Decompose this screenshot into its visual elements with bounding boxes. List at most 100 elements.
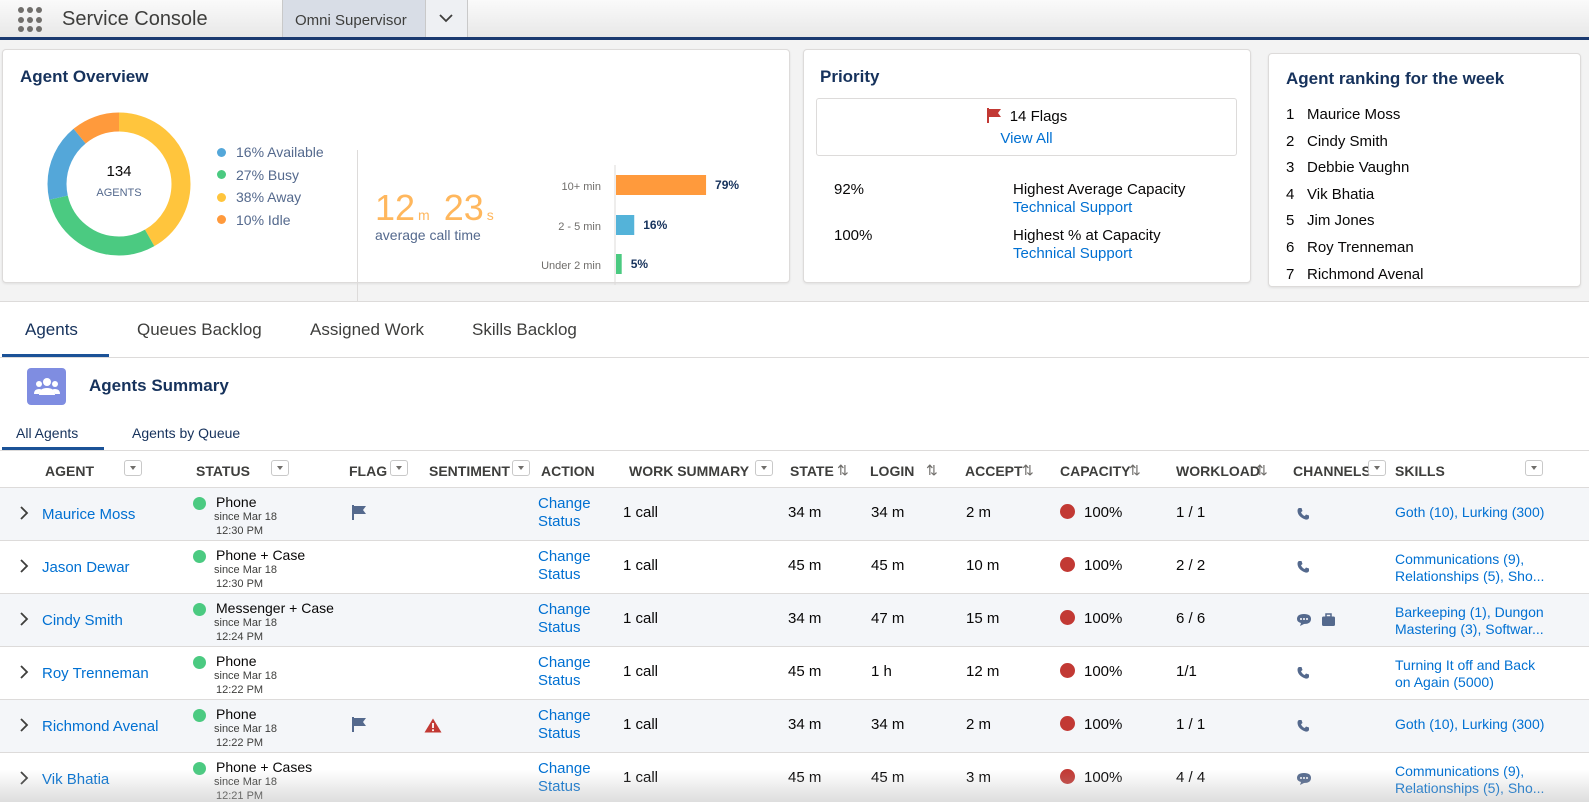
priority-queue-link[interactable]: Technical Support <box>1013 245 1133 262</box>
status-online-dot <box>193 497 206 510</box>
agent-name-link[interactable]: Cindy Smith <box>42 612 123 629</box>
column-menu-button[interactable] <box>755 460 773 476</box>
skills-link[interactable]: Communications (9), Relationships (5), Sh… <box>1395 551 1544 585</box>
change-status-link[interactable]: Change Status <box>538 495 591 531</box>
column-menu-button[interactable] <box>124 460 142 476</box>
table-row[interactable]: Richmond Avenal Phone since Mar 18 12:22 PM… <box>0 700 1589 753</box>
priority-card: Priority 14 Flags View All 92% Highest A… <box>803 49 1251 283</box>
change-status-line1: Change <box>538 548 591 565</box>
work-summary: 1 call <box>623 663 659 680</box>
expand-chevron-icon[interactable] <box>19 506 29 525</box>
expand-chevron-icon[interactable] <box>19 718 29 737</box>
column-menu-button[interactable] <box>390 460 408 476</box>
status-time: 12:22 PM <box>216 684 264 696</box>
skills-link[interactable]: Turning It off and Back on Again (5000) <box>1395 657 1535 691</box>
legend-item: 10% Idle <box>217 209 324 232</box>
column-header-state[interactable]: STATE <box>790 463 834 479</box>
tab-queues-backlog[interactable]: Queues Backlog <box>137 320 262 339</box>
accept-time: 15 m <box>966 610 1000 627</box>
tab-assigned-work[interactable]: Assigned Work <box>310 320 425 339</box>
table-row[interactable]: Jason Dewar Phone + Case since Mar 18 12:30… <box>0 541 1589 594</box>
capacity-status-dot <box>1060 504 1075 519</box>
tab-omni-supervisor[interactable]: Omni Supervisor <box>282 0 426 37</box>
column-menu-button[interactable] <box>271 460 289 476</box>
bar <box>616 254 622 274</box>
expand-chevron-icon[interactable] <box>19 665 29 684</box>
column-header-capacity[interactable]: CAPACITY <box>1060 463 1131 479</box>
subtab-all-agents[interactable]: All Agents <box>16 425 79 441</box>
change-status-link[interactable]: Change Status <box>538 760 591 796</box>
column-header-accept[interactable]: ACCEPT <box>965 463 1023 479</box>
subtab-agents-by-queue[interactable]: Agents by Queue <box>132 425 241 441</box>
column-header-work-summary[interactable]: WORK SUMMARY <box>629 463 750 479</box>
skills-line2: Relationships (5), Sho... <box>1395 780 1545 796</box>
column-header-flag[interactable]: FLAG <box>349 463 388 479</box>
sort-icon[interactable]: ⇅ <box>926 462 938 478</box>
skills-link[interactable]: Communications (9), Relationships (5), Sh… <box>1395 763 1544 797</box>
column-header-skills[interactable]: SKILLS <box>1395 463 1445 479</box>
agent-name-link[interactable]: Roy Trenneman <box>42 665 149 682</box>
column-header-agent[interactable]: AGENT <box>45 463 94 479</box>
expand-chevron-icon[interactable] <box>19 612 29 631</box>
work-summary: 1 call <box>623 610 659 627</box>
column-header-workload[interactable]: WORKLOAD <box>1176 463 1260 479</box>
sort-icon[interactable]: ⇅ <box>1256 462 1268 478</box>
skills-link[interactable]: Goth (10), Lurking (300) <box>1395 504 1544 521</box>
change-status-link[interactable]: Change Status <box>538 707 591 743</box>
column-header-channels[interactable]: CHANNELS <box>1293 463 1371 479</box>
priority-queue-link[interactable]: Technical Support <box>1013 199 1133 216</box>
column-header-sentiment[interactable]: SENTIMENT <box>429 463 510 479</box>
chat-icon <box>1296 613 1312 632</box>
column-menu-button[interactable] <box>1525 460 1543 476</box>
agent-name-link[interactable]: Richmond Avenal <box>42 718 159 735</box>
expand-chevron-icon[interactable] <box>19 771 29 790</box>
column-header-action[interactable]: ACTION <box>541 463 595 479</box>
work-summary: 1 call <box>623 716 659 733</box>
tab-dropdown-button[interactable] <box>426 0 468 37</box>
change-status-link[interactable]: Change Status <box>538 548 591 584</box>
table-row[interactable]: Cindy Smith Messenger + Case since Mar 18 1… <box>0 594 1589 647</box>
expand-chevron-icon[interactable] <box>19 559 29 578</box>
skills-line1: Barkeeping (1), Dungon <box>1395 604 1544 620</box>
change-status-link[interactable]: Change Status <box>538 654 591 690</box>
donut-segment <box>47 112 191 256</box>
capacity-status-dot <box>1060 557 1075 572</box>
sort-icon[interactable]: ⇅ <box>1022 462 1034 478</box>
skills-link[interactable]: Barkeeping (1), Dungon Mastering (3), Sof… <box>1395 604 1544 638</box>
app-launcher-icon[interactable] <box>18 7 44 33</box>
accept-time: 2 m <box>966 716 992 733</box>
tab-skills-backlog[interactable]: Skills Backlog <box>472 320 577 339</box>
agent-name-link[interactable]: Vik Bhatia <box>42 771 110 788</box>
tab-agents[interactable]: Agents <box>25 320 78 339</box>
capacity-value: 100% <box>1084 610 1123 627</box>
workload-value: 1 / 1 <box>1176 504 1206 521</box>
flag-icon[interactable] <box>351 505 367 525</box>
table-row[interactable]: Maurice Moss Phone since Mar 18 12:30 PM Cha… <box>0 488 1589 541</box>
column-menu-button[interactable] <box>1368 460 1386 476</box>
agent-name-link[interactable]: Jason Dewar <box>42 559 130 576</box>
status-since: since Mar 18 <box>214 564 277 576</box>
column-header-login[interactable]: LOGIN <box>870 463 915 479</box>
ranking-item: 1 Maurice Moss <box>1286 106 1423 133</box>
capacity-value: 100% <box>1084 557 1123 574</box>
status-time: 12:30 PM <box>216 578 264 590</box>
workload-value: 2 / 2 <box>1176 557 1206 574</box>
status-since: since Mar 18 <box>214 776 277 788</box>
capacity-value: 100% <box>1084 769 1123 786</box>
view-all-link[interactable]: View All <box>1000 130 1053 147</box>
login-duration: 34 m <box>871 716 905 733</box>
column-header-status[interactable]: STATUS <box>196 463 250 479</box>
column-menu-button[interactable] <box>512 460 530 476</box>
login-duration: 1 h <box>871 663 892 680</box>
login-duration: 34 m <box>871 504 905 521</box>
table-row[interactable]: Roy Trenneman Phone since Mar 18 12:22 PM Ch… <box>0 647 1589 700</box>
change-status-link[interactable]: Change Status <box>538 601 591 637</box>
main-tabs: Agents Queues Backlog Assigned Work Skil… <box>0 302 1589 358</box>
agent-name-link[interactable]: Maurice Moss <box>42 506 136 523</box>
flag-icon[interactable] <box>351 717 367 737</box>
skills-link[interactable]: Goth (10), Lurking (300) <box>1395 716 1544 733</box>
priority-desc: Highest % at Capacity <box>1013 227 1161 244</box>
table-row[interactable]: Vik Bhatia Phone + Cases since Mar 18 12:21… <box>0 753 1589 802</box>
sort-icon[interactable]: ⇅ <box>837 462 849 478</box>
sort-icon[interactable]: ⇅ <box>1129 462 1141 478</box>
